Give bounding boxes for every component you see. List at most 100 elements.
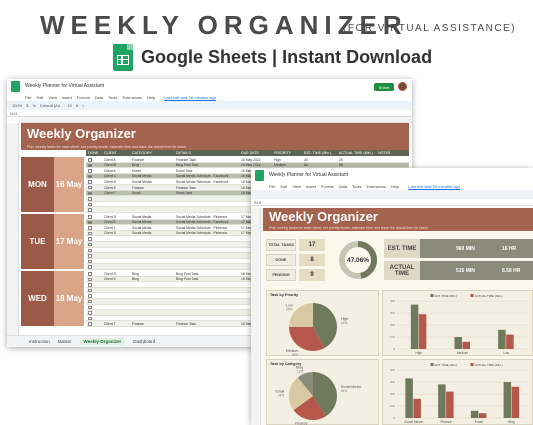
- menu-item-data[interactable]: Data: [338, 183, 348, 189]
- menu-item-insert[interactable]: Insert: [61, 94, 72, 100]
- done-checkbox[interactable]: [88, 208, 92, 212]
- cell-reference-2[interactable]: B16: [251, 199, 533, 206]
- done-checkbox[interactable]: [88, 294, 92, 298]
- toolbar-item[interactable]: B: [75, 103, 79, 108]
- toolbar-item[interactable]: $: [26, 103, 29, 108]
- done-checkbox[interactable]: [88, 272, 92, 276]
- done-checkbox[interactable]: [88, 158, 92, 162]
- menu-item-file[interactable]: File: [269, 183, 276, 189]
- done-checkbox[interactable]: [88, 191, 92, 196]
- menu-item-help[interactable]: Help: [391, 183, 400, 189]
- done-checkbox[interactable]: [88, 311, 92, 315]
- done-checkbox[interactable]: [88, 202, 92, 207]
- y-tick-label: 400: [390, 368, 395, 372]
- menu-item-format[interactable]: Format: [320, 183, 334, 189]
- toolbar-item[interactable]: Default (Ari...: [40, 103, 64, 108]
- tab-dashboard[interactable]: Dashboard: [133, 339, 156, 344]
- table-row[interactable]: [86, 305, 409, 311]
- done-checkbox[interactable]: [88, 215, 92, 219]
- done-checkbox[interactable]: [88, 283, 92, 287]
- table-row[interactable]: [86, 207, 409, 213]
- last-edit-link-2[interactable]: Last edit was 25 minutes ago: [408, 183, 461, 189]
- y-tick-label: 300: [390, 380, 395, 384]
- menu-item-extensions[interactable]: Extensions: [366, 183, 387, 189]
- document-title[interactable]: Weekly Planner for Virtual Assistant: [25, 83, 105, 89]
- done-checkbox[interactable]: [88, 265, 92, 269]
- table-row[interactable]: [86, 202, 409, 208]
- table-row[interactable]: [86, 293, 409, 299]
- table-row[interactable]: Client F Email Email Task 16 May 2022: [86, 190, 409, 197]
- table-row[interactable]: Client A Finance Finance Task 16 May 2022 Hi…: [86, 157, 409, 163]
- tab-instruction[interactable]: Instruction: [29, 339, 50, 344]
- menu-item-tools[interactable]: Tools: [108, 94, 118, 100]
- toolbar-item[interactable]: %: [32, 103, 37, 108]
- done-checkbox[interactable]: [88, 174, 92, 179]
- table-row[interactable]: [86, 282, 409, 288]
- done-checkbox[interactable]: [88, 254, 92, 258]
- menu-item-file[interactable]: File: [25, 94, 32, 100]
- done-checkbox[interactable]: [88, 242, 92, 247]
- done-checkbox[interactable]: [88, 322, 92, 326]
- table-row[interactable]: [86, 196, 409, 202]
- done-checkbox[interactable]: [88, 237, 92, 241]
- done-checkbox[interactable]: [88, 197, 92, 201]
- toolbar-item[interactable]: I: [82, 103, 84, 108]
- menu-item-extensions[interactable]: Extensions: [122, 94, 143, 100]
- done-checkbox[interactable]: [88, 163, 92, 168]
- last-edit-link[interactable]: Last edit was 26 minutes ago: [164, 94, 217, 100]
- table-row[interactable]: Client D Social Media Social Media Schedul…: [86, 179, 409, 185]
- table-row[interactable]: [86, 259, 409, 265]
- table-row[interactable]: Client E Social Media Social Media Schedul…: [86, 219, 409, 226]
- done-checkbox[interactable]: [88, 226, 92, 230]
- table-row[interactable]: [86, 316, 409, 322]
- menu-item-edit[interactable]: Edit: [36, 94, 44, 100]
- document-title-2[interactable]: Weekly Planner for Virtual Assistant: [269, 172, 349, 178]
- cell-details: Blog Post Task: [176, 277, 199, 282]
- done-checkbox[interactable]: [88, 305, 92, 310]
- pie-percent-label: 11%: [297, 370, 303, 374]
- tab-weekly-organizer[interactable]: Weekly Organizer: [79, 338, 126, 345]
- done-checkbox[interactable]: [88, 277, 92, 282]
- menu-item-data[interactable]: Data: [94, 94, 104, 100]
- done-checkbox[interactable]: [88, 185, 92, 190]
- table-row[interactable]: [86, 236, 409, 242]
- done-checkbox[interactable]: [88, 259, 92, 264]
- table-row[interactable]: Client J Social Media Social Media Schedul…: [86, 225, 409, 231]
- table-row[interactable]: [86, 248, 409, 254]
- toolbar-item[interactable]: 100%: [12, 103, 23, 108]
- done-checkbox[interactable]: [88, 180, 92, 184]
- cell-category: Social Media: [132, 214, 152, 219]
- menu-item-edit[interactable]: Edit: [280, 183, 288, 189]
- done-checkbox[interactable]: [88, 220, 92, 225]
- done-checkbox[interactable]: [88, 248, 92, 253]
- table-row[interactable]: Client D Social Media Social Media Schedul…: [86, 214, 409, 220]
- done-checkbox[interactable]: [88, 169, 92, 173]
- table-row[interactable]: [86, 287, 409, 294]
- menu-item-tools[interactable]: Tools: [352, 183, 362, 189]
- done-checkbox[interactable]: [88, 288, 92, 293]
- table-row[interactable]: [86, 298, 409, 305]
- table-row[interactable]: [86, 253, 409, 259]
- table-row[interactable]: [86, 241, 409, 248]
- done-checkbox[interactable]: [88, 299, 92, 304]
- menu-item-format[interactable]: Format: [76, 94, 90, 100]
- table-row[interactable]: Client S Social Media Social Media Schedul…: [86, 230, 409, 237]
- table-row[interactable]: [86, 264, 409, 270]
- menu-item-view[interactable]: View: [292, 183, 301, 189]
- done-checkbox[interactable]: [88, 231, 92, 236]
- done-checkbox[interactable]: [88, 316, 92, 321]
- menu-item-help[interactable]: Help: [147, 94, 156, 100]
- menu-item-insert[interactable]: Insert: [305, 183, 316, 189]
- menu-item-view[interactable]: View: [48, 94, 57, 100]
- tab-master[interactable]: Master: [57, 339, 72, 344]
- share-button[interactable]: Share: [374, 83, 394, 91]
- table-row[interactable]: Client B Blog Blog Post Task 16 May 2022 Med…: [86, 162, 409, 169]
- cell-reference[interactable]: N13: [7, 110, 412, 117]
- avatar[interactable]: [398, 82, 407, 91]
- table-row[interactable]: Client D Blog Blog Post Task 18 May 2022: [86, 271, 409, 277]
- table-row[interactable]: Client E Finance Finance Task 16 May 2022: [86, 184, 409, 191]
- table-row[interactable]: [86, 310, 409, 316]
- table-row[interactable]: Client E Blog Blog Post Task 18 May 2022: [86, 276, 409, 283]
- toolbar-item[interactable]: 10: [67, 103, 72, 108]
- table-row[interactable]: Client T Finance Finance Task 18 May 2022: [86, 321, 409, 327]
